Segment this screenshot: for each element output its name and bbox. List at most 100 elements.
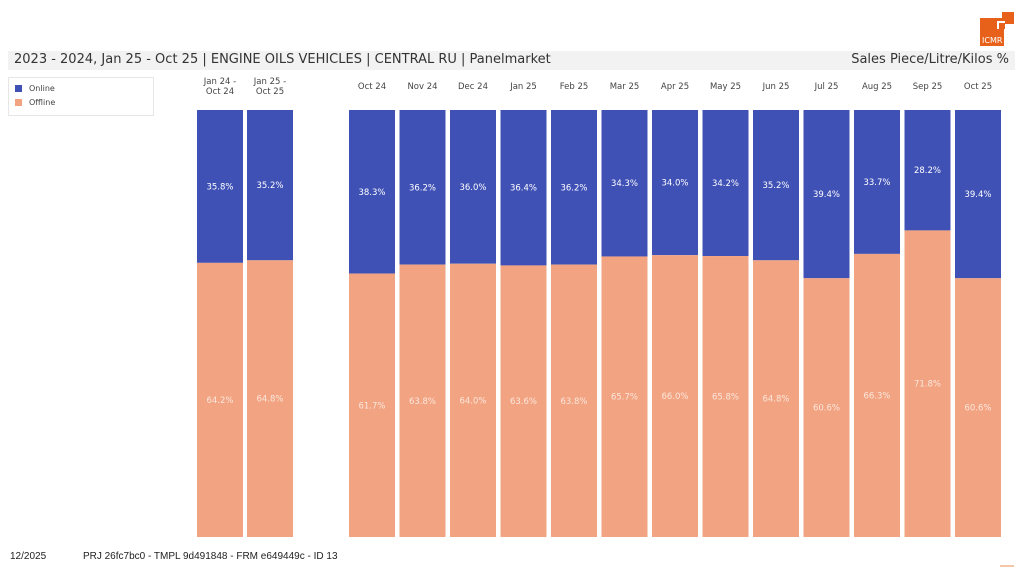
bar-online [601,110,648,257]
data-label-online: 33.7% [863,178,890,188]
x-tick-label: Aug 25 [862,82,892,92]
x-tick-label: Dec 24 [458,82,488,92]
bar-group: 33.7% 66.3% Aug 25 [854,82,900,538]
bar-online [904,110,951,231]
data-label-online: 35.2% [256,181,283,191]
legend-swatch-offline [15,99,22,106]
data-label-offline: 63.6% [510,397,537,407]
legend-item-offline: Offline [15,98,55,107]
bar-offline [702,256,749,537]
bar-offline [349,273,395,537]
x-tick-label: Nov 24 [407,82,437,92]
x-tick-label: Oct 24 [206,87,234,97]
data-label-offline: 66.0% [661,392,688,402]
data-label-online: 36.4% [510,184,537,194]
data-label-offline: 63.8% [560,397,587,407]
bar-group: 35.2% 64.8% Jan 25 -Oct 25 [247,77,293,537]
data-label-offline: 64.0% [459,396,486,406]
bar-online [803,110,850,279]
bar-offline [500,265,547,537]
bar-offline [197,262,243,537]
x-tick-label: Oct 25 [964,82,992,92]
bar-online [197,110,243,263]
data-label-offline: 71.8% [914,380,941,390]
bar-group: 38.3% 61.7% Oct 24 [349,82,395,537]
data-label-online: 35.2% [762,181,789,191]
bar-online [450,110,496,264]
data-label-online: 34.2% [712,179,739,189]
x-tick-label: Jan 25 - [253,77,286,87]
legend-item-online: Online [15,84,55,93]
title-bar: 2023 - 2024, Jan 25 - Oct 25 | ENGINE OI… [8,51,1015,70]
bar-online [399,110,446,265]
bar-online [652,110,698,256]
legend-label-online: Online [29,84,55,93]
x-tick-label: Sep 25 [913,82,943,92]
x-tick-label: Jun 25 [762,82,790,92]
data-label-online: 34.0% [661,179,688,189]
bar-online [854,110,900,254]
data-label-offline: 63.8% [409,397,436,407]
bar-offline [955,278,1001,537]
bar-group: 36.0% 64.0% Dec 24 [450,82,496,537]
data-label-offline: 64.8% [762,395,789,405]
bar-group: 34.3% 65.7% Mar 25 [601,82,648,537]
data-label-online: 39.4% [813,190,840,200]
bar-offline [247,260,293,537]
data-label-online: 38.3% [358,188,385,198]
corner-mark [1000,565,1014,567]
data-label-offline: 65.8% [712,393,739,403]
bar-offline [854,253,900,538]
legend: Online Offline [8,77,154,116]
bar-offline [803,278,850,537]
x-tick-label: Jul 25 [814,82,839,92]
bar-group: 39.4% 60.6% Oct 25 [955,82,1001,537]
bar-offline [450,263,496,537]
footer: 12/2025 PRJ 26fc7bc0 - TMPL 9d491848 - F… [10,551,338,562]
x-tick-label: Mar 25 [610,82,640,92]
logo-text: ICMR [982,36,1003,45]
data-label-online: 35.8% [206,182,233,192]
bar-online [702,110,749,257]
bar-group: 36.4% 63.6% Jan 25 [500,82,547,537]
data-label-offline: 60.6% [964,404,991,414]
data-label-offline: 64.8% [256,395,283,405]
data-label-online: 36.0% [459,183,486,193]
bar-group: 35.8% 64.2% Jan 24 -Oct 24 [197,77,243,537]
bar-group: 39.4% 60.6% Jul 25 [803,82,850,537]
bar-online [349,110,395,274]
data-label-offline: 64.2% [206,396,233,406]
data-label-online: 34.3% [611,179,638,189]
bar-group: 36.2% 63.8% Feb 25 [551,82,597,537]
bar-offline [753,260,799,537]
x-tick-label: Feb 25 [560,82,589,92]
x-tick-label: Jan 24 - [203,77,236,87]
data-label-online: 36.2% [560,183,587,193]
x-tick-label: Apr 25 [661,82,689,92]
bar-online [247,110,293,261]
logo-block-mid [999,23,1005,29]
bar-group: 36.2% 63.8% Nov 24 [399,82,446,537]
data-label-online: 28.2% [914,166,941,176]
measure-label: Sales Piece/Litre/Kilos % [851,52,1009,67]
legend-swatch-online [15,85,22,92]
bar-offline [904,230,951,537]
footer-date: 12/2025 [10,551,47,562]
data-label-offline: 66.3% [863,391,890,401]
icmr-logo: ICMR [980,12,1014,46]
bar-group: 34.0% 66.0% Apr 25 [652,82,698,537]
data-label-online: 36.2% [409,183,436,193]
bar-online [753,110,799,261]
x-tick-label: May 25 [710,82,741,92]
data-label-offline: 65.7% [611,393,638,403]
footer-ids: PRJ 26fc7bc0 - TMPL 9d491848 - FRM e6494… [82,551,338,562]
chart-title: 2023 - 2024, Jan 25 - Oct 25 | ENGINE OI… [14,52,551,67]
bar-offline [551,264,597,537]
x-tick-label: Oct 25 [256,87,284,97]
data-label-online: 39.4% [964,190,991,200]
bar-offline [399,264,446,537]
x-tick-label: Jan 25 [509,82,537,92]
bar-online [500,110,547,266]
data-label-offline: 60.6% [813,404,840,414]
